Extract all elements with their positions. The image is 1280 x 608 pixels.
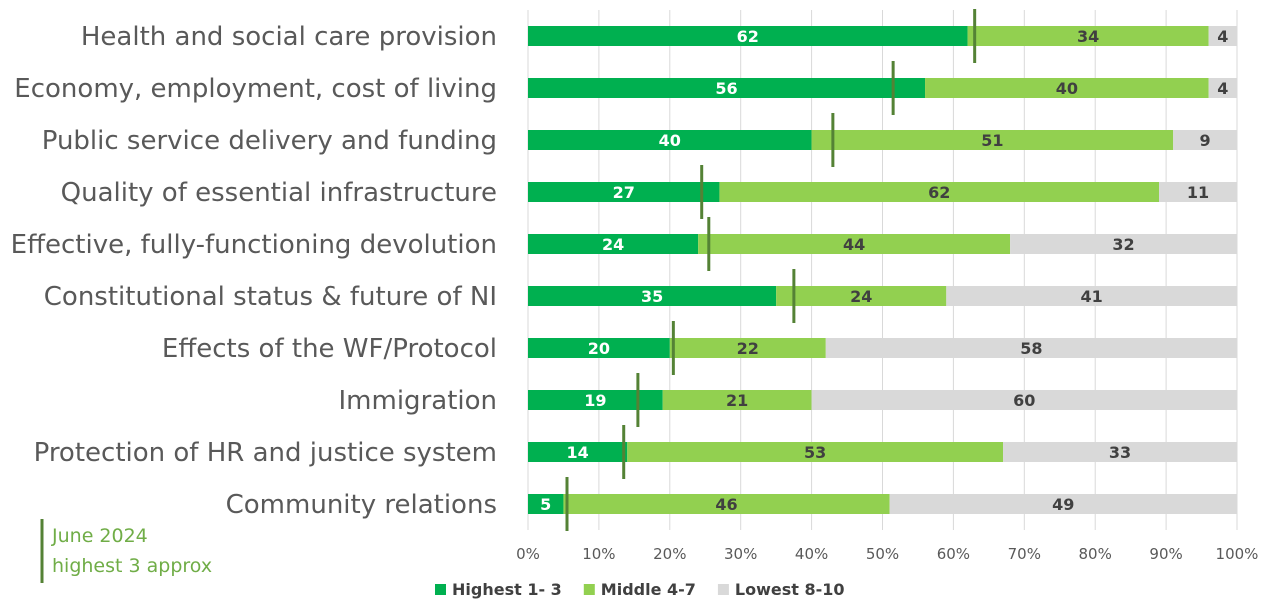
category-label: Constitutional status & future of NI xyxy=(44,282,497,312)
category-label: Immigration xyxy=(339,386,497,416)
reference-note-line-2: highest 3 approx xyxy=(52,555,212,577)
x-axis: 0% 10% 20% 30% 40% 50% 60% 70% 80% 90% 100% xyxy=(516,545,1258,563)
x-tick-label: 60% xyxy=(937,545,970,563)
legend: Highest 1- 3 Middle 4-7 Lowest 8-10 xyxy=(435,580,845,599)
bar-segment-highest-1-3 xyxy=(528,234,699,254)
data-label: 14 xyxy=(566,443,588,462)
bar-segment-highest-1-3 xyxy=(528,494,564,514)
data-label: 49 xyxy=(1052,495,1074,514)
x-tick-label: 90% xyxy=(1149,545,1182,563)
data-label: 4 xyxy=(1217,27,1228,46)
bar-segment-middle-4-7 xyxy=(776,286,947,306)
legend-label: Lowest 8-10 xyxy=(735,580,845,599)
bar-segment-middle-4-7 xyxy=(627,442,1004,462)
x-tick-label: 20% xyxy=(653,545,686,563)
data-label: 62 xyxy=(928,183,950,202)
data-label: 20 xyxy=(588,339,610,358)
x-tick-label: 10% xyxy=(582,545,615,563)
legend-swatch xyxy=(583,584,595,595)
bar-segment-middle-4-7 xyxy=(698,234,1011,254)
bar-segment-lowest-8-10 xyxy=(889,494,1237,514)
data-label: 21 xyxy=(726,391,748,410)
legend-swatch xyxy=(717,584,729,595)
data-label: 34 xyxy=(1077,27,1099,46)
bar-segment-lowest-8-10 xyxy=(1003,442,1237,462)
x-tick-label: 0% xyxy=(516,545,540,563)
category-label: Health and social care provision xyxy=(81,22,497,52)
reference-note: June 2024 highest 3 approx xyxy=(40,519,212,583)
bar-segment-middle-4-7 xyxy=(662,390,812,410)
category-label: Effects of the WF/Protocol xyxy=(162,334,497,364)
category-label: Protection of HR and justice system xyxy=(34,438,497,468)
data-label: 22 xyxy=(737,339,759,358)
data-label: 62 xyxy=(737,27,759,46)
data-label: 51 xyxy=(981,131,1003,150)
data-label: 44 xyxy=(843,235,865,254)
data-label: 58 xyxy=(1020,339,1042,358)
data-label: 4 xyxy=(1217,79,1228,98)
bar-segment-lowest-8-10 xyxy=(946,286,1237,306)
bar-segment-highest-1-3 xyxy=(528,26,968,46)
data-label: 41 xyxy=(1081,287,1103,306)
data-label: 35 xyxy=(641,287,663,306)
legend-label: Highest 1- 3 xyxy=(452,580,562,599)
legend-label: Middle 4-7 xyxy=(601,580,696,599)
bar-segment-highest-1-3 xyxy=(528,78,926,98)
bar-segment-highest-1-3 xyxy=(528,286,777,306)
data-label: 32 xyxy=(1112,235,1134,254)
bar-segment-lowest-8-10 xyxy=(1159,182,1237,202)
bar-segment-middle-4-7 xyxy=(669,338,826,358)
legend-swatch xyxy=(435,584,446,595)
data-label: 56 xyxy=(715,79,737,98)
category-label: Economy, employment, cost of living xyxy=(14,74,497,104)
data-label: 60 xyxy=(1013,391,1035,410)
bar-segment-highest-1-3 xyxy=(528,442,628,462)
data-label: 53 xyxy=(804,443,826,462)
bar-segment-highest-1-3 xyxy=(528,182,720,202)
bar-segment-middle-4-7 xyxy=(563,494,890,514)
bar-segment-lowest-8-10 xyxy=(1208,78,1237,98)
x-tick-label: 40% xyxy=(795,545,828,563)
x-tick-label: 80% xyxy=(1079,545,1112,563)
category-label-layer: Health and social care provision Economy,… xyxy=(11,22,497,520)
bar-segment-highest-1-3 xyxy=(528,338,670,358)
data-label: 5 xyxy=(540,495,551,514)
category-label: Community relations xyxy=(226,490,497,520)
data-label: 9 xyxy=(1200,131,1211,150)
data-label: 11 xyxy=(1187,183,1209,202)
bar-segment-lowest-8-10 xyxy=(811,390,1237,410)
bar-segment-highest-1-3 xyxy=(528,130,812,150)
data-label: 24 xyxy=(602,235,624,254)
x-tick-label: 30% xyxy=(724,545,757,563)
x-tick-label: 100% xyxy=(1216,545,1259,563)
data-label: 33 xyxy=(1109,443,1131,462)
category-label: Effective, fully-functioning devolution xyxy=(11,230,497,260)
data-label: 19 xyxy=(584,391,606,410)
reference-marker-layer xyxy=(565,9,977,531)
category-label: Public service delivery and funding xyxy=(42,126,497,156)
data-label: 24 xyxy=(850,287,872,306)
bar-segment-lowest-8-10 xyxy=(1010,234,1237,254)
bar-segment-lowest-8-10 xyxy=(1173,130,1237,150)
bar-segment-middle-4-7 xyxy=(925,78,1209,98)
data-label: 40 xyxy=(659,131,681,150)
bar-segment-middle-4-7 xyxy=(967,26,1209,46)
bar-segment-lowest-8-10 xyxy=(1208,26,1237,46)
reference-note-line-1: June 2024 xyxy=(51,525,148,547)
x-tick-label: 50% xyxy=(866,545,899,563)
x-tick-label: 70% xyxy=(1008,545,1041,563)
bar-segment-middle-4-7 xyxy=(719,182,1160,202)
bar-segment-highest-1-3 xyxy=(528,390,663,410)
data-label: 46 xyxy=(715,495,737,514)
bar-segment-lowest-8-10 xyxy=(825,338,1237,358)
data-label: 27 xyxy=(613,183,635,202)
bar-segment-middle-4-7 xyxy=(811,130,1174,150)
category-label: Quality of essential infrastructure xyxy=(61,178,497,208)
data-label: 40 xyxy=(1056,79,1078,98)
